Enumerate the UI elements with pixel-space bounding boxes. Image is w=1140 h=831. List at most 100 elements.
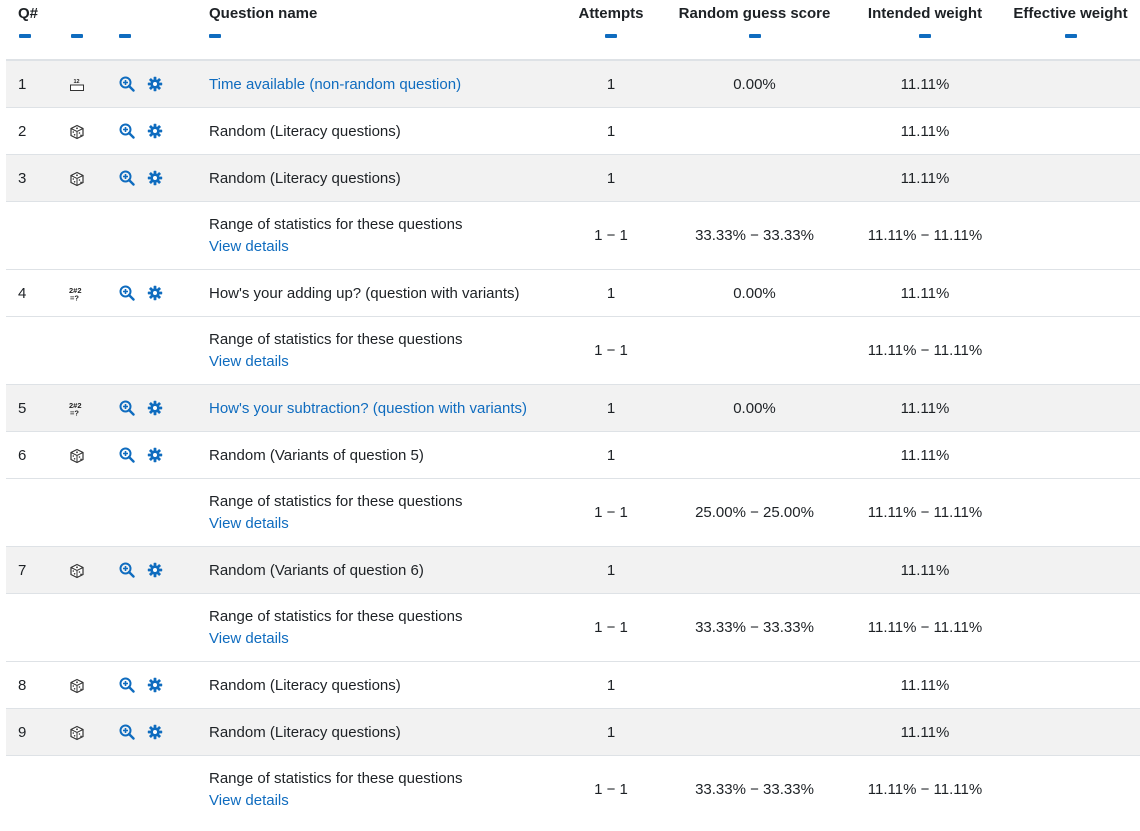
question-number: 8 [6,661,51,709]
attempts-range-cell: 1 − 1 [562,593,660,662]
random-dice-icon [69,725,85,741]
question-number: 5 [6,384,51,432]
effective-weight-range-cell [1001,201,1140,270]
attempts-cell: 1 [562,59,660,108]
preview-icon[interactable] [119,285,135,301]
collapse-qnum-column-icon[interactable] [19,34,31,38]
header-row: Q# Question name Attempts Random guess s… [6,0,1140,61]
gear-icon[interactable] [147,400,163,416]
question-name: Random (Variants of question 6) [209,561,424,579]
gear-icon[interactable] [147,677,163,693]
attempts-cell: 1 [562,431,660,479]
col-header-intended: Intended weight [849,0,1001,61]
view-details-link[interactable]: View details [209,352,289,370]
effective-weight-range-cell [1001,755,1140,823]
table-row: 4 2#2 =? How's your adding up? (question wi… [6,269,1140,317]
view-details-link[interactable]: View details [209,791,289,809]
intended-weight-cell: 11.11% [849,708,1001,756]
table-header: Q# Question name Attempts Random guess s… [6,0,1140,61]
table-row: 3 Random (Literacy questions) 1 11.11% [6,154,1140,202]
preview-icon[interactable] [119,677,135,693]
attempts-cell: 1 [562,269,660,317]
table-body: 1 12 Time available (non-random question) 1… [6,59,1140,823]
actions-cell [102,59,203,108]
gear-icon[interactable] [147,724,163,740]
preview-icon[interactable] [119,447,135,463]
preview-icon[interactable] [119,400,135,416]
random-dice-icon [69,124,85,140]
question-name-cell: How's your adding up? (question with var… [203,269,562,317]
actions-cell [102,107,203,155]
range-cell: Range of statistics for these questions V… [203,316,562,385]
table-row: 8 Random (Literacy questions) 1 11.11% [6,661,1140,709]
collapse-random-guess-column-icon[interactable] [748,34,761,38]
actions-cell [102,384,203,432]
question-number: 7 [6,546,51,594]
preview-icon[interactable] [119,170,135,186]
col-header-effective: Effective weight [1001,0,1140,61]
range-row: Range of statistics for these questions V… [6,316,1140,385]
preview-icon[interactable] [119,724,135,740]
col-header-attempts: Attempts [562,0,660,61]
col-header-qnum: Q# [6,0,51,61]
collapse-type-column-icon[interactable] [70,34,83,38]
preview-icon[interactable] [119,76,135,92]
table-row: 9 Random (Literacy questions) 1 11.11% [6,708,1140,756]
range-cell: Range of statistics for these questions V… [203,201,562,270]
view-details-link[interactable]: View details [209,514,289,532]
view-details-link[interactable]: View details [209,629,289,647]
collapse-attempts-column-icon[interactable] [605,34,617,38]
random-guess-range-cell: 25.00% − 25.00% [660,478,849,547]
intended-weight-cell: 11.11% [849,59,1001,108]
gear-icon[interactable] [147,562,163,578]
col-header-actions [102,0,203,61]
attempts-cell: 1 [562,107,660,155]
attempts-range-cell: 1 − 1 [562,478,660,547]
effective-weight-cell [1001,384,1140,432]
random-guess-range-cell: 33.33% − 33.33% [660,755,849,823]
actions-cell [102,269,203,317]
view-details-link[interactable]: View details [209,237,289,255]
intended-weight-cell: 11.11% [849,546,1001,594]
effective-weight-cell [1001,708,1140,756]
gear-icon[interactable] [147,123,163,139]
random-guess-cell [660,154,849,202]
table-row: 5 2#2 =? How's your subtraction? (question … [6,384,1140,432]
intended-weight-range-cell: 11.11% − 11.11% [849,201,1001,270]
question-type-cell [51,708,102,756]
svg-text:=?: =? [70,408,79,417]
question-name-link[interactable]: How's your subtraction? (question with v… [209,399,528,417]
attempts-cell: 1 [562,708,660,756]
question-name: How's your adding up? (question with var… [209,284,520,302]
collapse-effective-column-icon[interactable] [1064,34,1077,38]
collapse-intended-column-icon[interactable] [919,34,931,38]
effective-weight-range-cell [1001,316,1140,385]
actions-cell [102,546,203,594]
collapse-actions-column-icon[interactable] [119,34,131,38]
intended-weight-cell: 11.11% [849,154,1001,202]
random-guess-cell [660,107,849,155]
preview-icon[interactable] [119,123,135,139]
range-row: Range of statistics for these questions V… [6,755,1140,823]
gear-icon[interactable] [147,285,163,301]
question-name-cell: Random (Literacy questions) [203,661,562,709]
actions-cell [102,154,203,202]
question-name-link[interactable]: Time available (non-random question) [209,75,462,93]
effective-weight-cell [1001,661,1140,709]
effective-weight-cell [1001,546,1140,594]
question-name: Random (Literacy questions) [209,723,401,741]
calculated-icon: 2#2 =? [69,401,85,418]
effective-weight-range-cell [1001,593,1140,662]
gear-icon[interactable] [147,447,163,463]
effective-weight-cell [1001,59,1140,108]
collapse-name-column-icon[interactable] [209,34,221,38]
gear-icon[interactable] [147,76,163,92]
range-cell: Range of statistics for these questions V… [203,755,562,823]
intended-weight-cell: 11.11% [849,384,1001,432]
random-guess-cell [660,661,849,709]
attempts-cell: 1 [562,154,660,202]
preview-icon[interactable] [119,562,135,578]
gear-icon[interactable] [147,170,163,186]
question-name-cell: Random (Literacy questions) [203,708,562,756]
intended-weight-range-cell: 11.11% − 11.11% [849,478,1001,547]
